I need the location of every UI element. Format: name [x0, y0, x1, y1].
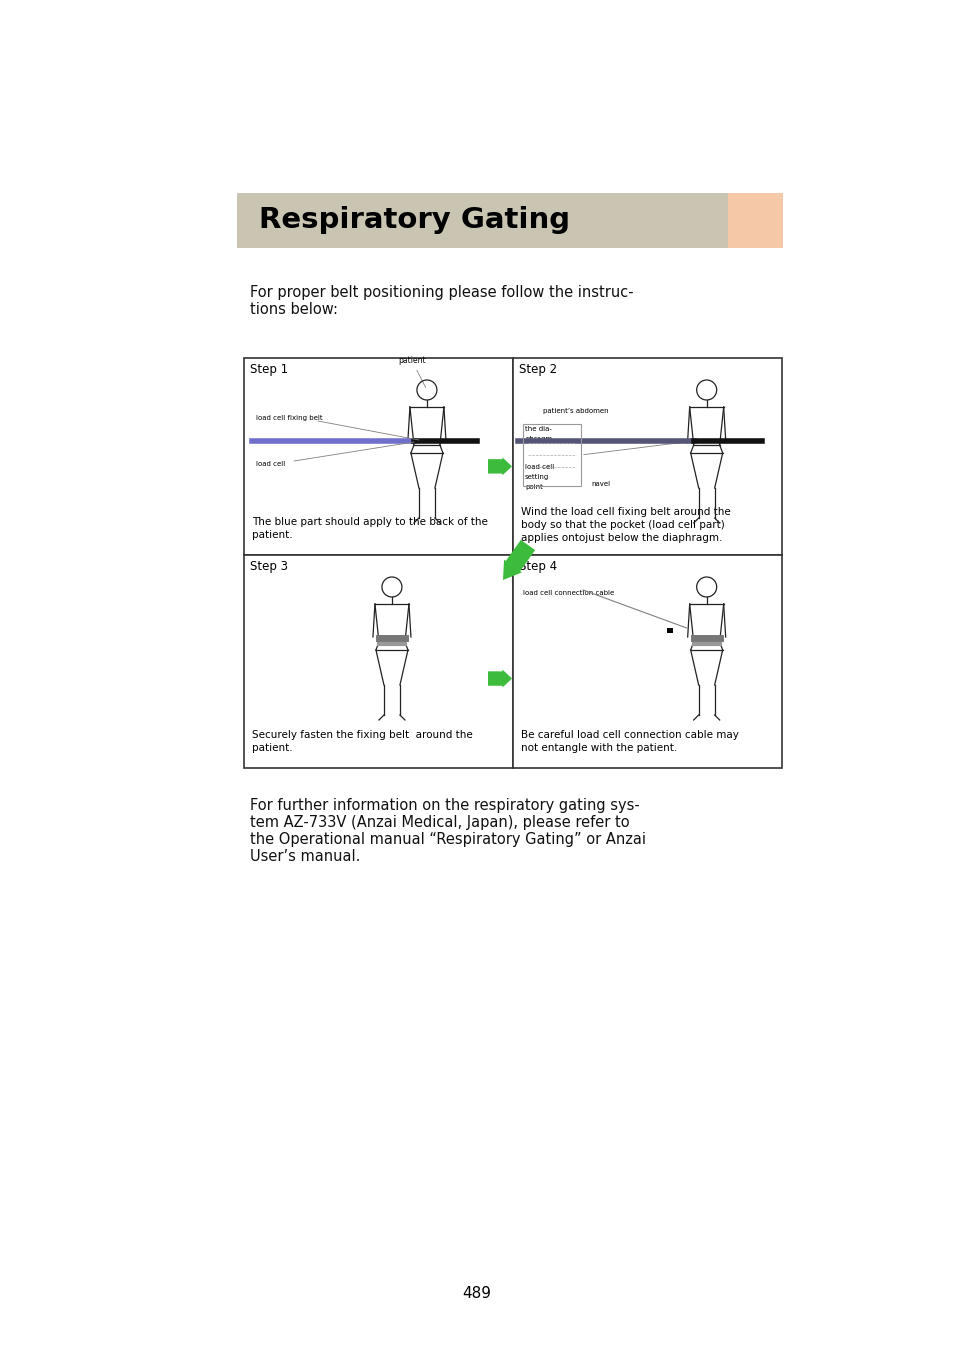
Text: the dia-: the dia- — [524, 426, 551, 432]
Bar — [244, 358, 513, 555]
Text: Wind the load cell fixing belt around the: Wind the load cell fixing belt around th… — [520, 507, 730, 517]
Text: patient: patient — [397, 357, 425, 388]
Text: not entangle with the patient.: not entangle with the patient. — [520, 743, 677, 753]
Text: load cell: load cell — [255, 461, 285, 467]
Text: patient.: patient. — [252, 743, 293, 753]
Bar — [244, 555, 513, 767]
Text: load cell connection cable: load cell connection cable — [522, 590, 614, 596]
Text: load cell: load cell — [524, 463, 554, 470]
Text: 489: 489 — [462, 1286, 491, 1301]
Bar — [513, 358, 781, 555]
Text: Step 2: Step 2 — [518, 363, 557, 376]
Text: For proper belt positioning please follow the instruc-: For proper belt positioning please follo… — [250, 285, 633, 300]
Text: For further information on the respiratory gating sys-: For further information on the respirato… — [250, 798, 639, 813]
Text: tions below:: tions below: — [250, 303, 337, 317]
Text: Step 1: Step 1 — [250, 363, 288, 376]
Text: Step 4: Step 4 — [518, 561, 557, 573]
Polygon shape — [488, 670, 512, 688]
Text: The blue part should apply to the back of the: The blue part should apply to the back o… — [252, 517, 487, 527]
Text: setting: setting — [524, 474, 549, 480]
Bar — [727, 193, 782, 249]
Text: load cell fixing belt: load cell fixing belt — [255, 415, 322, 422]
Bar — [522, 424, 580, 486]
Text: Respiratory Gating: Respiratory Gating — [258, 207, 570, 235]
Text: Be careful load cell connection cable may: Be careful load cell connection cable ma… — [520, 730, 739, 740]
Bar — [236, 193, 782, 249]
Text: body so that the pocket (load cell part): body so that the pocket (load cell part) — [520, 520, 724, 530]
Polygon shape — [488, 458, 512, 476]
Text: patient’s abdomen: patient’s abdomen — [542, 408, 608, 413]
Text: Securely fasten the fixing belt  around the: Securely fasten the fixing belt around t… — [252, 730, 473, 740]
Text: the Operational manual “Respiratory Gating” or Anzai: the Operational manual “Respiratory Gati… — [250, 832, 645, 847]
Text: patient.: patient. — [252, 530, 293, 540]
Bar — [666, 628, 672, 634]
Text: Step 3: Step 3 — [250, 561, 288, 573]
Text: User’s manual.: User’s manual. — [250, 848, 360, 865]
Text: point: point — [524, 484, 542, 490]
Text: phragm: phragm — [524, 436, 552, 442]
Text: applies ontojust below the diaphragm.: applies ontojust below the diaphragm. — [520, 534, 721, 543]
Text: tem AZ-733V (Anzai Medical, Japan), please refer to: tem AZ-733V (Anzai Medical, Japan), plea… — [250, 815, 629, 830]
Text: navel: navel — [590, 481, 610, 486]
Bar — [513, 555, 781, 767]
Polygon shape — [502, 540, 535, 580]
